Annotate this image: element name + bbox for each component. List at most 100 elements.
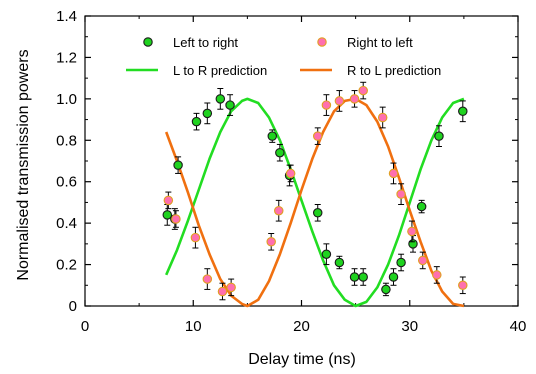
right-to-left-marker	[432, 270, 442, 280]
y-tick-label: 0.4	[56, 215, 77, 232]
right-to-left-point	[358, 81, 368, 100]
left-to-right-marker	[408, 239, 418, 249]
right-to-left-marker	[334, 96, 345, 106]
left-to-right-point	[321, 243, 332, 266]
right-to-left-marker	[226, 282, 236, 293]
right-to-left-point	[285, 164, 296, 183]
right-to-left-point	[312, 127, 323, 145]
right-to-left-marker	[358, 85, 368, 96]
left-to-right-point	[191, 112, 202, 131]
right-to-left-marker	[202, 274, 213, 284]
legend-label: Left to right	[173, 35, 238, 50]
legend-entry-left-to-right: Left to right	[143, 35, 238, 50]
right-to-left-marker	[285, 168, 296, 179]
left-to-right-point	[408, 235, 418, 253]
right-to-left-point	[202, 268, 213, 290]
right-to-left-point	[171, 210, 181, 228]
y-tick-label: 1.4	[56, 8, 77, 25]
left-to-right-point	[396, 253, 406, 272]
left-to-right-point	[312, 204, 323, 222]
left-to-right-point	[162, 204, 173, 226]
left-to-right-marker	[321, 249, 332, 259]
y-tick-label: 0.2	[56, 257, 77, 274]
legend-entry-r-to-l-prediction: R to L prediction	[300, 63, 441, 78]
x-tick-label: 20	[293, 318, 310, 335]
y-tick-label: 0.6	[56, 174, 77, 191]
left-to-right-marker	[416, 201, 427, 212]
right-to-left-point	[432, 266, 442, 284]
right-to-left-marker	[458, 280, 468, 291]
right-to-left-marker	[349, 94, 360, 104]
x-tick-label: 40	[510, 318, 527, 335]
right-to-left-point	[349, 90, 360, 108]
left-to-right-marker	[458, 106, 468, 117]
right-to-left-point	[388, 162, 399, 185]
right-to-left-point	[190, 226, 201, 249]
left-to-right-marker	[381, 284, 391, 295]
left-to-right-marker	[202, 108, 213, 119]
right-to-left-marker	[377, 112, 388, 123]
right-to-left-marker	[171, 214, 181, 224]
y-tick-label: 0.8	[56, 132, 77, 149]
left-to-right-point	[381, 282, 391, 297]
right-to-left-point	[226, 278, 236, 297]
right-to-left-marker	[312, 131, 323, 141]
legend-entry-right-to-left: Right to left	[317, 35, 413, 50]
left-to-right-marker	[191, 116, 202, 127]
x-tick-label: 30	[401, 318, 418, 335]
left-to-right-point	[202, 102, 213, 125]
right-to-left-point	[396, 183, 406, 205]
r-to-l-prediction-line	[164, 97, 465, 308]
left-to-right-marker	[173, 160, 183, 170]
legend-entry-l-to-r-prediction: L to R prediction	[126, 63, 267, 78]
left-to-right-point	[416, 199, 427, 214]
left-to-right-marker	[162, 210, 173, 220]
left-to-right-point	[349, 268, 360, 286]
y-tick-label: 1.2	[56, 49, 77, 66]
right-to-left-marker	[407, 226, 417, 237]
right-to-left-point	[217, 282, 228, 301]
legend-marker	[317, 37, 327, 47]
right-to-left-marker	[417, 255, 428, 266]
right-to-left-marker	[163, 195, 174, 206]
left-to-right-point	[215, 88, 226, 110]
right-to-left-point	[458, 276, 468, 295]
left-to-right-point	[275, 143, 285, 162]
left-to-right-marker	[334, 257, 345, 268]
right-to-left-point	[321, 94, 332, 116]
left-to-right-point	[334, 255, 345, 270]
right-to-left-marker	[266, 237, 276, 247]
legend-marker	[143, 37, 153, 47]
right-to-left-marker	[274, 205, 284, 216]
prediction-lines	[164, 97, 465, 308]
left-to-right-point	[358, 268, 368, 286]
right-to-left-point	[274, 199, 284, 222]
left-to-right-marker	[349, 272, 360, 282]
legend-label: L to R prediction	[173, 63, 267, 78]
left-to-right-marker	[358, 272, 368, 282]
right-to-left-marker	[190, 232, 201, 243]
left-to-right-marker	[312, 208, 323, 218]
left-to-right-marker	[396, 257, 406, 268]
left-to-right-marker	[215, 94, 226, 104]
x-axis: 0 10 20 30 40	[81, 16, 527, 335]
right-to-left-point	[266, 233, 276, 251]
x-axis-title: Delay time (ns)	[248, 351, 356, 368]
right-to-left-marker	[396, 189, 406, 199]
left-to-right-marker	[275, 147, 285, 158]
left-to-right-point	[388, 268, 399, 286]
l-to-r-prediction-line	[165, 97, 465, 308]
right-to-left-point	[334, 90, 345, 112]
left-to-right-point	[225, 94, 235, 116]
right-to-left-marker	[388, 168, 399, 179]
right-to-left-point	[163, 191, 174, 210]
right-to-left-marker	[321, 100, 332, 110]
plot-area-border	[84, 15, 519, 307]
plot-frame	[84, 15, 519, 307]
legend-label: R to L prediction	[347, 63, 441, 78]
legend-label: Right to left	[347, 35, 413, 50]
y-tick-label: 1.0	[56, 91, 77, 108]
right-to-left-point	[417, 251, 428, 270]
x-tick-label: 0	[81, 318, 89, 335]
